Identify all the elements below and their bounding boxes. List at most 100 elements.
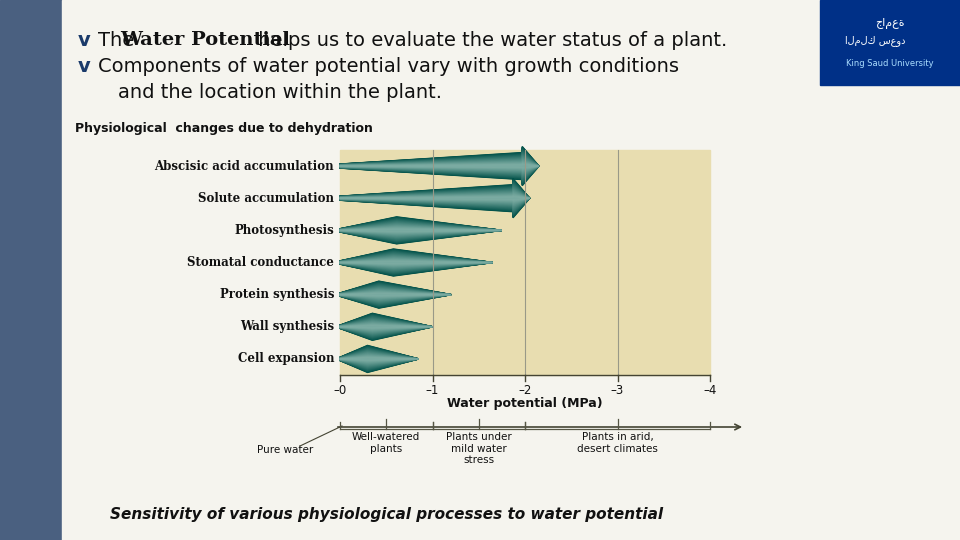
- Polygon shape: [340, 357, 419, 360]
- Text: and the location within the plant.: and the location within the plant.: [118, 83, 442, 102]
- Polygon shape: [340, 290, 451, 300]
- Polygon shape: [340, 227, 502, 234]
- Polygon shape: [340, 258, 492, 267]
- Polygon shape: [340, 317, 433, 336]
- Polygon shape: [340, 350, 419, 368]
- Polygon shape: [340, 254, 492, 271]
- Polygon shape: [340, 162, 539, 171]
- Polygon shape: [340, 291, 451, 299]
- Polygon shape: [340, 227, 502, 233]
- Polygon shape: [340, 226, 502, 234]
- Polygon shape: [340, 326, 433, 328]
- Polygon shape: [340, 188, 530, 208]
- Polygon shape: [340, 256, 492, 269]
- Polygon shape: [340, 259, 492, 266]
- Polygon shape: [340, 192, 530, 205]
- Polygon shape: [340, 349, 419, 368]
- Polygon shape: [340, 319, 433, 335]
- Polygon shape: [340, 163, 539, 169]
- Polygon shape: [340, 321, 433, 332]
- Text: Physiological  changes due to dehydration: Physiological changes due to dehydration: [75, 122, 372, 135]
- Polygon shape: [340, 194, 530, 202]
- Polygon shape: [340, 355, 419, 363]
- Polygon shape: [340, 249, 492, 276]
- Polygon shape: [340, 152, 539, 180]
- Polygon shape: [340, 288, 451, 301]
- Polygon shape: [340, 151, 539, 181]
- Polygon shape: [340, 158, 539, 174]
- Polygon shape: [340, 222, 502, 238]
- Polygon shape: [340, 185, 530, 211]
- Polygon shape: [340, 316, 433, 338]
- Polygon shape: [340, 250, 492, 275]
- Polygon shape: [340, 282, 451, 307]
- Text: –4: –4: [704, 384, 717, 397]
- Polygon shape: [340, 323, 433, 330]
- Polygon shape: [340, 323, 433, 330]
- Polygon shape: [340, 189, 530, 207]
- Polygon shape: [340, 217, 502, 244]
- Polygon shape: [340, 254, 492, 271]
- Polygon shape: [340, 356, 419, 361]
- Polygon shape: [340, 196, 530, 200]
- Polygon shape: [340, 260, 492, 265]
- Polygon shape: [340, 287, 451, 302]
- Polygon shape: [340, 220, 502, 241]
- Polygon shape: [340, 351, 419, 367]
- Polygon shape: [340, 150, 539, 183]
- Polygon shape: [340, 326, 433, 328]
- Polygon shape: [340, 293, 451, 296]
- Polygon shape: [340, 185, 530, 212]
- Polygon shape: [340, 219, 502, 241]
- Text: الملك سعود: الملك سعود: [845, 35, 905, 46]
- Polygon shape: [340, 155, 539, 177]
- Polygon shape: [340, 315, 433, 339]
- Polygon shape: [340, 354, 419, 364]
- Text: Sensitivity of various physiological processes to water potential: Sensitivity of various physiological pro…: [110, 507, 663, 522]
- Polygon shape: [340, 225, 502, 236]
- Polygon shape: [340, 356, 419, 362]
- Polygon shape: [340, 319, 433, 335]
- Polygon shape: [340, 286, 451, 303]
- Polygon shape: [340, 154, 539, 178]
- Polygon shape: [340, 220, 502, 240]
- Polygon shape: [340, 191, 530, 206]
- Polygon shape: [340, 257, 492, 268]
- Polygon shape: [340, 291, 451, 298]
- Polygon shape: [340, 293, 451, 296]
- Polygon shape: [340, 282, 451, 307]
- Polygon shape: [340, 193, 530, 204]
- Polygon shape: [340, 159, 539, 173]
- Text: –1: –1: [426, 384, 439, 397]
- Polygon shape: [340, 252, 492, 273]
- Polygon shape: [340, 255, 492, 269]
- Polygon shape: [340, 162, 539, 170]
- Polygon shape: [340, 251, 492, 274]
- Polygon shape: [340, 325, 433, 329]
- Polygon shape: [340, 147, 539, 185]
- Polygon shape: [340, 152, 539, 180]
- Polygon shape: [340, 288, 451, 301]
- Polygon shape: [340, 249, 492, 275]
- Polygon shape: [340, 181, 530, 215]
- Polygon shape: [340, 287, 451, 303]
- Polygon shape: [340, 283, 451, 306]
- Polygon shape: [340, 181, 530, 215]
- Polygon shape: [340, 260, 492, 265]
- Polygon shape: [340, 315, 433, 339]
- Polygon shape: [340, 159, 539, 174]
- Polygon shape: [340, 254, 492, 271]
- Polygon shape: [340, 322, 433, 331]
- Text: –3: –3: [611, 384, 624, 397]
- Polygon shape: [340, 221, 502, 239]
- Polygon shape: [340, 289, 451, 300]
- Polygon shape: [340, 313, 433, 340]
- Polygon shape: [340, 357, 419, 361]
- Polygon shape: [340, 292, 451, 298]
- Polygon shape: [340, 228, 502, 233]
- Polygon shape: [340, 349, 419, 369]
- Polygon shape: [340, 290, 451, 299]
- Polygon shape: [340, 152, 539, 180]
- Polygon shape: [340, 292, 451, 298]
- Polygon shape: [340, 195, 530, 201]
